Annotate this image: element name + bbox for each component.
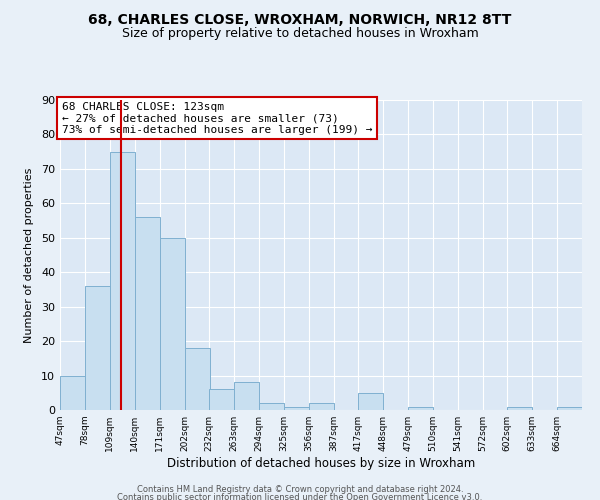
Bar (284, 406, 308, 410)
Text: Size of property relative to detached houses in Wroxham: Size of property relative to detached ho… (122, 28, 478, 40)
Bar (85, 286, 110, 410)
Bar (135, 217, 160, 410)
Bar (235, 382, 259, 410)
Bar (409, 406, 433, 410)
Bar (557, 406, 581, 410)
Bar (309, 403, 334, 410)
Text: Distribution of detached houses by size in Wroxham: Distribution of detached houses by size … (167, 458, 475, 470)
Text: Contains HM Land Registry data © Crown copyright and database right 2024.: Contains HM Land Registry data © Crown c… (137, 485, 463, 494)
Bar (110, 152, 134, 410)
Bar (185, 348, 209, 410)
Bar (508, 406, 532, 410)
Text: 68, CHARLES CLOSE, WROXHAM, NORWICH, NR12 8TT: 68, CHARLES CLOSE, WROXHAM, NORWICH, NR1… (88, 12, 512, 26)
Bar (358, 393, 383, 410)
Bar (61, 376, 85, 410)
Bar (160, 238, 185, 410)
Bar (209, 390, 233, 410)
Y-axis label: Number of detached properties: Number of detached properties (24, 168, 34, 342)
Text: Contains public sector information licensed under the Open Government Licence v3: Contains public sector information licen… (118, 492, 482, 500)
Bar (259, 403, 284, 410)
Text: 68 CHARLES CLOSE: 123sqm
← 27% of detached houses are smaller (73)
73% of semi-d: 68 CHARLES CLOSE: 123sqm ← 27% of detach… (62, 102, 372, 135)
